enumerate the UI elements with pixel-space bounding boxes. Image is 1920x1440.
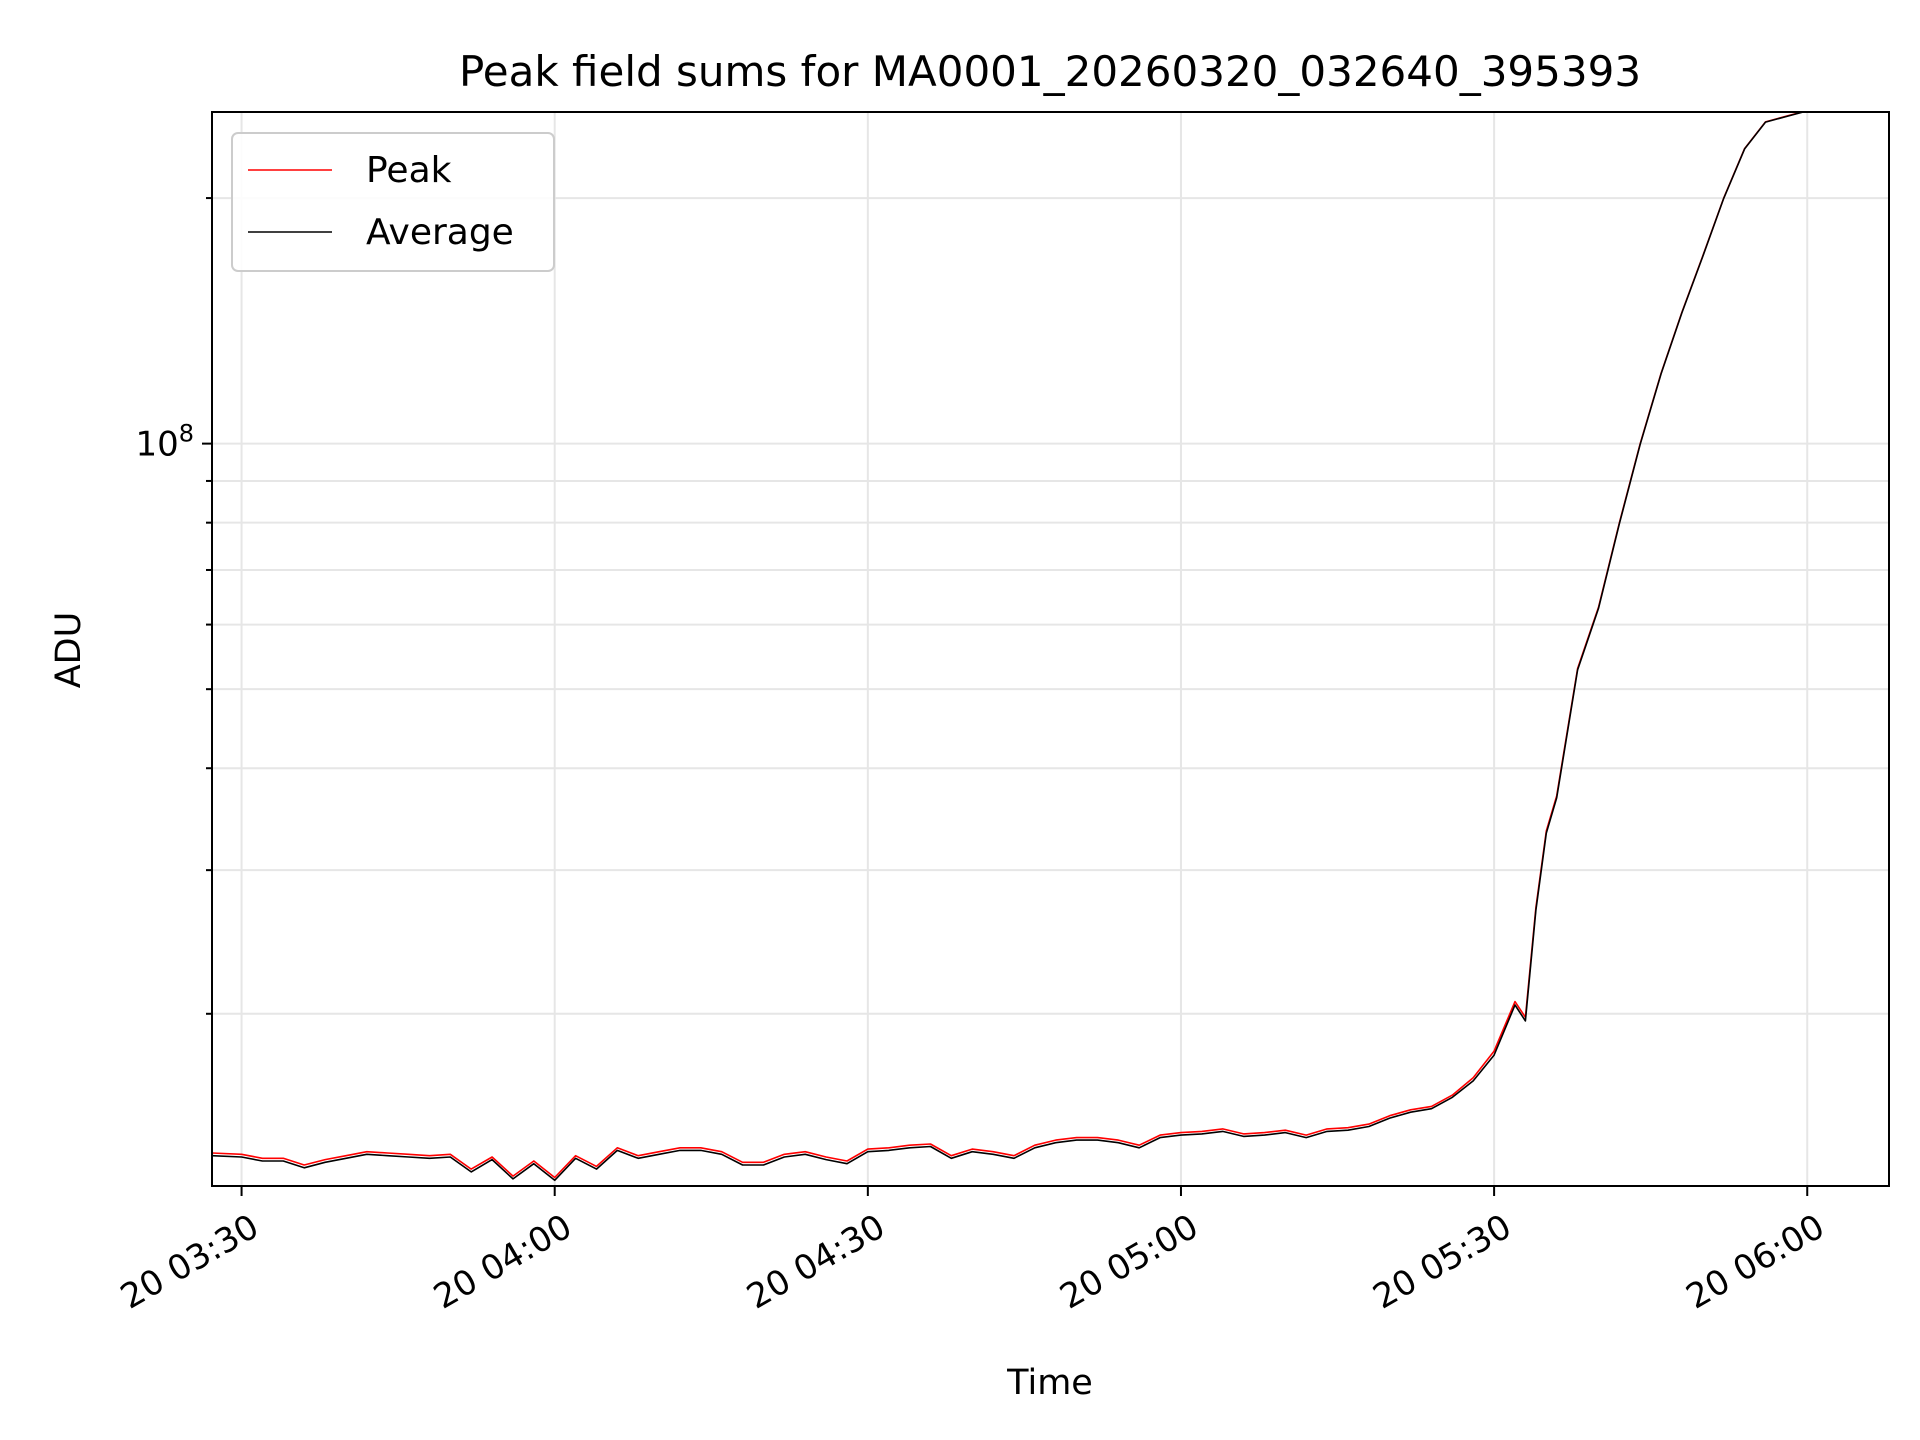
grid-lines xyxy=(212,112,1889,1186)
legend-label-average: Average xyxy=(366,212,514,253)
chart-title: Peak field sums for MA0001_20260320_0326… xyxy=(459,47,1641,96)
x-axis-label: Time xyxy=(1006,1363,1093,1403)
y-axis-label: ADU xyxy=(49,612,89,689)
y-tick-label: 108 xyxy=(135,420,194,465)
legend-label-peak: Peak xyxy=(366,150,452,191)
y-tick-label-exponent: 8 xyxy=(179,420,194,448)
legend-box xyxy=(231,132,555,272)
plot-lines xyxy=(212,112,1807,1182)
legend: Peak Average xyxy=(231,132,555,272)
y-tick-label-base: 10 xyxy=(135,425,178,465)
plot-area-frame xyxy=(211,111,1890,1187)
series-line-average xyxy=(212,112,1807,1182)
